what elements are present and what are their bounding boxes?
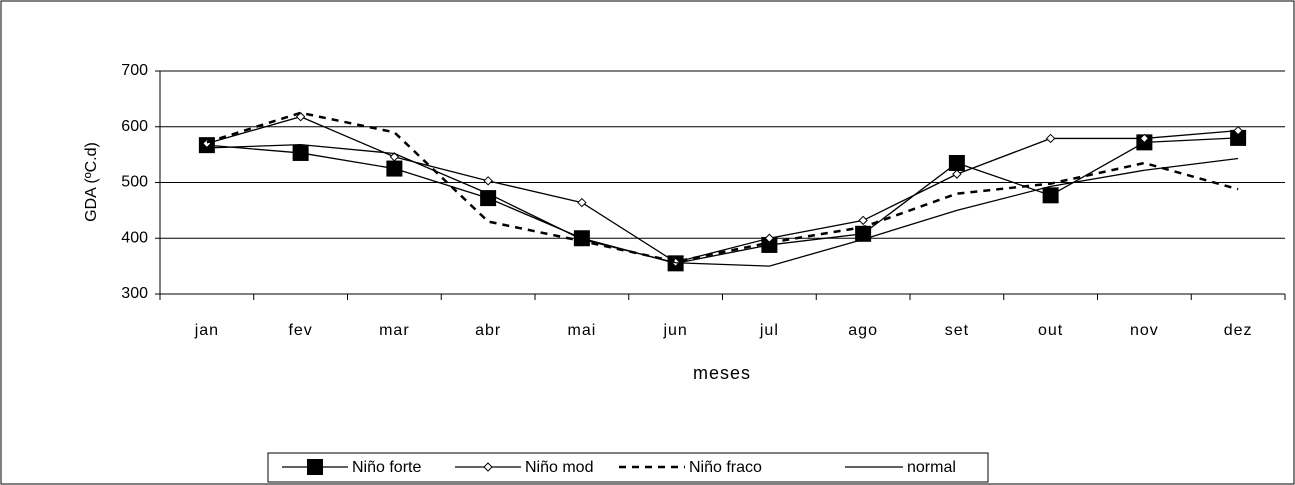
x-tick-label: set xyxy=(945,322,969,339)
marker-diamond xyxy=(577,197,587,208)
x-axis-label: meses xyxy=(693,363,751,383)
x-tick-label: jul xyxy=(759,322,779,339)
marker-diamond xyxy=(952,169,962,179)
marker-square xyxy=(386,160,403,177)
marker-diamond xyxy=(1233,125,1243,136)
x-tick-label: ago xyxy=(848,322,878,339)
x-tick-label: jan xyxy=(194,322,219,339)
marker-diamond xyxy=(1139,133,1150,144)
x-tick-label: abr xyxy=(475,322,501,339)
x-tick-label: nov xyxy=(1130,322,1159,339)
x-tick-label: fev xyxy=(288,322,312,339)
marker-diamond xyxy=(858,215,868,226)
y-tick-label: 300 xyxy=(121,285,148,302)
marker-square xyxy=(1230,129,1247,146)
marker-diamond xyxy=(483,462,493,472)
marker-square xyxy=(307,459,323,475)
marker-square xyxy=(573,230,590,247)
x-tick-label: mar xyxy=(379,322,410,339)
marker-square xyxy=(948,154,965,171)
marker-diamond xyxy=(483,176,493,186)
series-line xyxy=(206,111,1239,263)
marker-square xyxy=(292,144,309,161)
y-tick-label: 500 xyxy=(121,174,148,191)
x-tick-label: dez xyxy=(1224,322,1253,339)
series-line xyxy=(206,137,1239,265)
marker-diamond xyxy=(1045,133,1056,144)
legend-label: Niño forte xyxy=(352,459,421,476)
x-tick-label: jun xyxy=(662,322,687,339)
x-tick-label: out xyxy=(1038,322,1063,339)
legend-label: normal xyxy=(907,459,956,476)
series-line xyxy=(206,143,1239,267)
y-axis-label: GDA (ºC.d) xyxy=(83,142,100,222)
series-line xyxy=(206,116,1239,263)
marker-diamond xyxy=(764,233,775,243)
legend-label: Niño mod xyxy=(525,459,593,476)
y-tick-label: 400 xyxy=(121,229,148,246)
marker-square xyxy=(480,190,497,207)
legend-label: Niño fraco xyxy=(689,459,762,476)
marker-square xyxy=(1042,187,1059,204)
y-tick-label: 700 xyxy=(121,62,148,79)
x-tick-label: mai xyxy=(567,322,596,339)
y-tick-label: 600 xyxy=(121,118,148,135)
